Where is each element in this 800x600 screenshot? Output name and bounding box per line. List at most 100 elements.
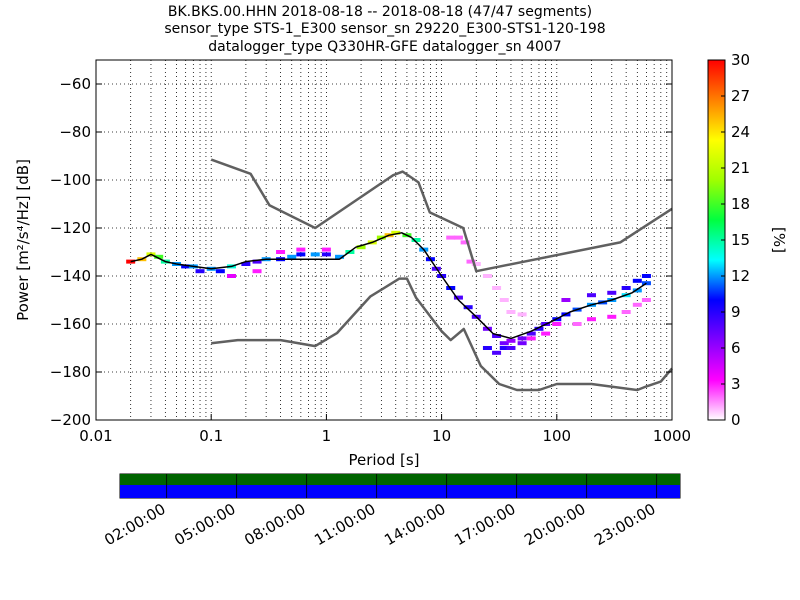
density-cell: [499, 298, 509, 302]
segments-used-bar: [120, 474, 680, 485]
density-cell: [460, 240, 470, 245]
density-cell: [492, 350, 502, 355]
density-cell: [411, 238, 421, 242]
colorbar-label: [%]: [770, 227, 788, 253]
colorbar-ticks: 0 3 6 9 12 15 18 21 24 27 30: [721, 51, 750, 429]
colorbar-tick-label: 24: [731, 123, 750, 141]
density-cell: [621, 286, 631, 290]
density-cell: [195, 269, 205, 274]
coverage-timeline: 02:00:00 05:00:00 08:00:00 11:00:00 14:00:00…: [101, 473, 681, 549]
title-line-3: datalogger_type Q330HR-GFE datalogger_sn…: [208, 39, 561, 55]
y-axis-label: Power [m²/s⁴/Hz] [dB]: [14, 159, 32, 321]
density-cell: [641, 281, 651, 286]
density-cell: [506, 310, 516, 314]
density-cell: [632, 288, 642, 293]
y-tick-label: −140: [50, 267, 91, 285]
y-tick-label: −100: [50, 171, 91, 189]
x-tick-label: 1: [322, 427, 332, 445]
density-cell: [391, 230, 401, 235]
y-tick-label: −160: [50, 315, 91, 333]
x-tick-label: 1000: [653, 427, 691, 445]
plot-frame: [95, 59, 673, 421]
colorbar-tick-label: 27: [731, 87, 750, 105]
colorbar-tick-label: 9: [731, 303, 741, 321]
density-cell: [446, 235, 456, 240]
colorbar-tick-label: 12: [731, 267, 750, 285]
density-cell: [526, 336, 536, 341]
colorbar-tick-label: 0: [731, 411, 741, 429]
y-tick-label: −80: [59, 123, 91, 141]
density-cell: [321, 247, 331, 252]
density-cell: [506, 346, 516, 350]
density-cell: [252, 259, 262, 264]
density-cell: [506, 338, 516, 343]
title-line-2: sensor_type STS-1_E300 sensor_sn 29220_E…: [164, 21, 605, 37]
density-cell: [526, 331, 536, 336]
title-line-1: BK.BKS.00.HHN 2018-08-18 -- 2018-08-18 (…: [168, 4, 592, 20]
density-cell: [499, 346, 509, 350]
density-cell: [517, 336, 527, 341]
mode-line: [130, 232, 647, 340]
density-cell: [561, 298, 571, 302]
colorbar-tick-label: 3: [731, 375, 741, 393]
y-tick-label: −180: [50, 363, 91, 381]
new-high-noise-model-line: [210, 158, 673, 273]
density-cell: [641, 298, 651, 302]
colorbar: 0 3 6 9 12 15 18 21 24 27 30 [%]: [707, 51, 788, 429]
x-axis-label: Period [s]: [348, 451, 419, 469]
density-cell: [632, 302, 642, 307]
density-cell: [517, 312, 527, 317]
density-cell: [632, 278, 642, 283]
ppsd-plot: −200 −180 −160 −140 −120 −100 −80 −60 0.01 0.1 1 1…: [14, 59, 691, 469]
density-cell: [641, 274, 651, 278]
colorbar-tick-label: 21: [731, 159, 750, 177]
y-axis: −200 −180 −160 −140 −120 −100 −80 −60: [50, 75, 672, 429]
density-cell: [356, 245, 366, 250]
density-cell: [541, 331, 551, 336]
density-cell: [252, 269, 262, 274]
density-cell: [471, 262, 481, 266]
density-cell: [126, 259, 136, 264]
y-tick-label: −60: [59, 75, 91, 93]
density-cell: [453, 235, 463, 240]
new-low-noise-model-line: [211, 277, 673, 392]
density-cell: [296, 252, 306, 257]
density-cell: [376, 235, 386, 240]
density-cell: [482, 274, 492, 278]
density-cell: [607, 314, 617, 319]
density-cell: [572, 322, 582, 326]
noise-model-lines: [130, 158, 673, 392]
x-tick-label: 0.1: [199, 427, 223, 445]
colorbar-tick-label: 6: [731, 339, 741, 357]
density-cell: [552, 322, 562, 326]
density-cell: [276, 250, 286, 254]
density-cell: [534, 326, 544, 331]
density-cell: [586, 293, 596, 298]
x-tick-label: 100: [542, 427, 571, 445]
density-cell: [607, 290, 617, 295]
x-tick-label: 10: [432, 427, 451, 445]
colorbar-tick-label: 15: [731, 231, 750, 249]
density-cell: [287, 254, 297, 259]
density-cell: [335, 254, 345, 259]
density-cell: [453, 295, 463, 300]
plot-area: [96, 60, 672, 420]
density-cell: [482, 346, 492, 350]
y-tick-label: −200: [50, 411, 91, 429]
density-cell: [499, 341, 509, 346]
density-cell: [296, 247, 306, 252]
density-cell: [215, 269, 225, 274]
x-tick-label: 0.01: [79, 427, 112, 445]
density-cell: [492, 286, 502, 290]
timeline-bars: [120, 474, 680, 498]
density-cell: [466, 259, 476, 264]
density-cell: [492, 334, 502, 338]
colorbar-tick-label: 18: [731, 195, 750, 213]
y-tick-label: −120: [50, 219, 91, 237]
density-cell: [517, 341, 527, 346]
density-cell: [586, 317, 596, 322]
x-axis: 0.01 0.1 1 10 100 1000: [79, 414, 691, 445]
grid: [95, 60, 672, 421]
density-cell: [226, 274, 236, 278]
